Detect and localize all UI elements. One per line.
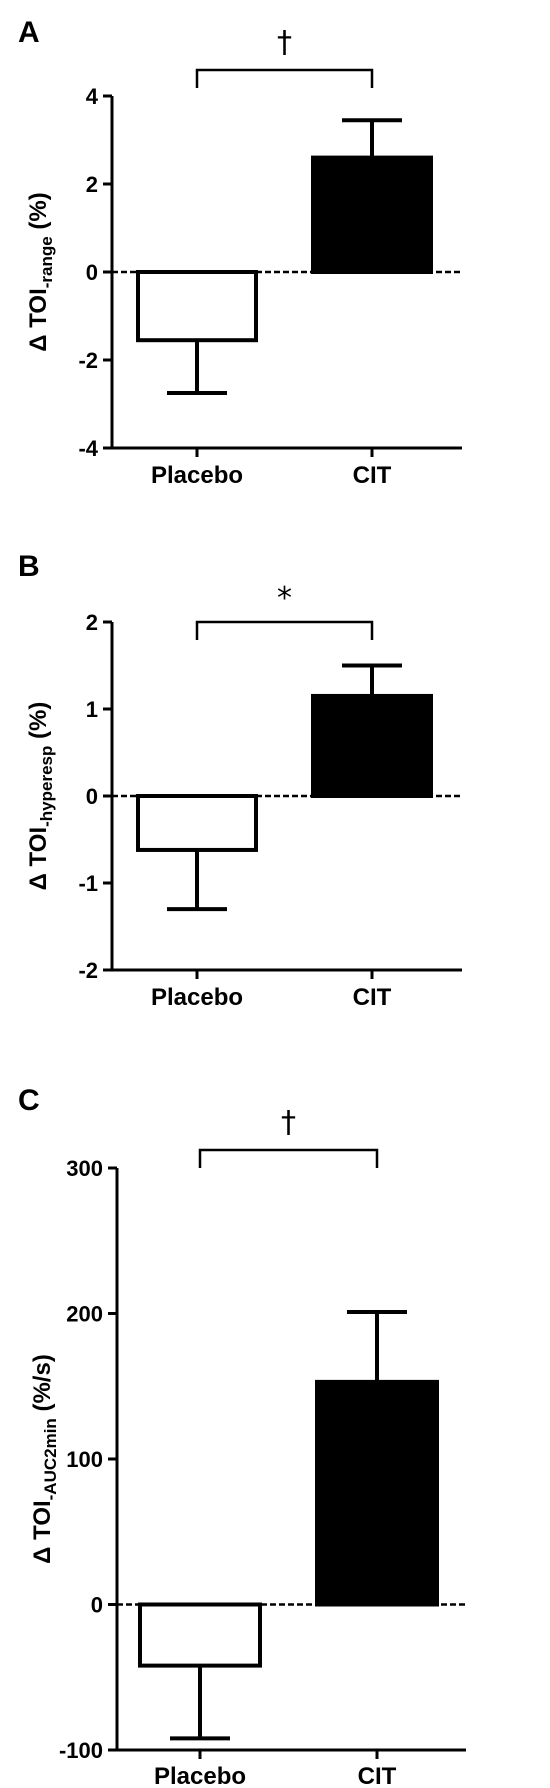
panel-b-chart: B -2 -1 0 1 2 Placebo CIT * Δ TOI-hyperesp (%) [18, 550, 462, 1011]
y-tick-label: 0 [86, 784, 98, 809]
panel-letter: A [18, 16, 40, 49]
significance-marker: * [277, 581, 292, 616]
bar-placebo [138, 1602, 262, 1668]
category-label: CIT [353, 462, 392, 489]
bar-cit [311, 693, 433, 799]
y-tick-label: 2 [86, 172, 98, 197]
y-tick-label: 1 [86, 697, 98, 722]
significance-marker: † [281, 1105, 296, 1140]
category-label: Placebo [154, 1763, 246, 1788]
panel-letter: B [18, 550, 40, 583]
bar-placebo [136, 270, 258, 343]
significance-bracket [195, 68, 374, 88]
y-tick-label: 300 [66, 1156, 103, 1181]
panel-letter: C [18, 1084, 40, 1117]
category-label: CIT [358, 1763, 397, 1788]
y-tick-label: 100 [66, 1447, 103, 1472]
y-axis-label: Δ TOI-range (%) [25, 192, 56, 351]
bar-cit [315, 1379, 439, 1607]
y-tick-label: 0 [86, 260, 98, 285]
y-tick-label: 2 [86, 610, 98, 635]
significance-marker: † [277, 25, 292, 60]
category-label: Placebo [151, 462, 243, 489]
y-axis-label: Δ TOI-hyperesp (%) [25, 702, 56, 891]
y-tick-label: -100 [59, 1738, 103, 1763]
y-tick-label: -2 [78, 348, 98, 373]
category-label: CIT [353, 984, 392, 1011]
significance-bracket [195, 620, 374, 640]
panel-a-chart: A -4 -2 0 2 4 Placebo CIT † Δ TOI-range (%) [18, 16, 462, 489]
bar-placebo [136, 794, 258, 852]
y-axis-label: Δ TOI-AUC2min (%/s) [29, 1354, 60, 1564]
panel-c-chart: C -100 0 100 200 300 Placebo CIT † Δ TOI-AUC2min … [18, 1084, 466, 1788]
significance-bracket [198, 1148, 379, 1168]
y-tick-label: 200 [66, 1302, 103, 1327]
y-tick-label: -2 [78, 958, 98, 983]
y-tick-label: -4 [78, 436, 98, 461]
y-tick-label: 4 [86, 84, 99, 109]
y-tick-label: -1 [78, 871, 98, 896]
y-tick-label: 0 [91, 1593, 103, 1618]
bar-cit [311, 155, 433, 275]
category-label: Placebo [151, 984, 243, 1011]
